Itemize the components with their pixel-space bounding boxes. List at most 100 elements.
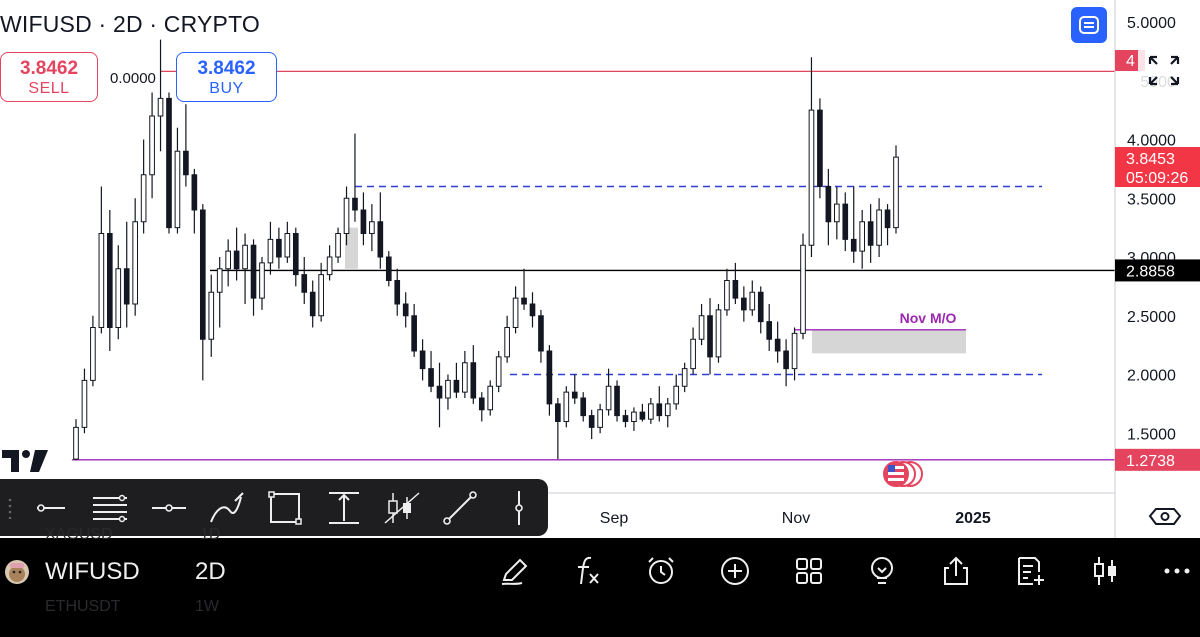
candle[interactable] xyxy=(149,92,155,199)
candle[interactable] xyxy=(783,339,789,387)
symbol-name[interactable]: WIFUSD xyxy=(45,558,140,585)
candle[interactable] xyxy=(284,221,291,263)
candle[interactable] xyxy=(664,398,671,428)
layout-toggle-button[interactable] xyxy=(1071,7,1107,43)
candle[interactable] xyxy=(470,345,477,404)
horizontal-line-tool-icon[interactable] xyxy=(32,489,70,527)
candle[interactable] xyxy=(199,204,206,381)
candle[interactable] xyxy=(233,227,240,281)
layout-grid-icon[interactable] xyxy=(792,554,826,588)
candle[interactable] xyxy=(622,409,629,428)
candle[interactable] xyxy=(259,257,265,310)
fullscreen-icon[interactable] xyxy=(1138,46,1192,94)
candle[interactable] xyxy=(495,351,502,393)
candle[interactable] xyxy=(825,168,832,246)
candle[interactable] xyxy=(673,374,680,410)
candle[interactable] xyxy=(512,286,519,334)
horizontal-lines-tool-icon[interactable] xyxy=(91,489,129,527)
candle[interactable] xyxy=(521,268,527,310)
candle[interactable] xyxy=(402,292,409,328)
brush-tool-icon[interactable] xyxy=(208,489,246,527)
candle[interactable] xyxy=(132,198,138,316)
candle[interactable] xyxy=(106,210,113,351)
candle[interactable] xyxy=(157,39,164,152)
candle[interactable] xyxy=(757,286,764,334)
indicators-fx-icon[interactable] xyxy=(571,554,605,588)
candle[interactable] xyxy=(707,298,713,375)
candle[interactable] xyxy=(884,204,891,246)
watchlist-add-icon[interactable] xyxy=(1013,554,1047,588)
candle[interactable] xyxy=(605,368,612,416)
candle[interactable] xyxy=(842,192,849,252)
candle[interactable] xyxy=(808,57,815,257)
candle[interactable] xyxy=(504,315,510,363)
ideas-lightbulb-icon[interactable] xyxy=(865,554,899,588)
ray-tool-icon[interactable] xyxy=(150,489,188,527)
candle[interactable] xyxy=(73,419,79,461)
candle[interactable] xyxy=(791,327,798,381)
candle[interactable] xyxy=(834,186,840,240)
chart-type-candles-icon[interactable] xyxy=(1088,554,1122,588)
candle[interactable] xyxy=(123,221,130,328)
candle[interactable] xyxy=(445,374,451,410)
candle[interactable] xyxy=(352,133,358,222)
candle[interactable] xyxy=(563,386,570,428)
candle[interactable] xyxy=(732,262,739,304)
candle[interactable] xyxy=(656,386,663,422)
candle[interactable] xyxy=(225,239,231,287)
trend-line-tool-icon[interactable] xyxy=(441,489,479,527)
drawing-pen-icon[interactable] xyxy=(498,554,532,588)
price-chart[interactable]: 5.00004.50004.00003.50003.00002.50002.00… xyxy=(0,0,1200,538)
more-options-icon[interactable] xyxy=(1160,554,1194,588)
timeframe-selector[interactable]: 2D xyxy=(195,558,226,585)
candle[interactable] xyxy=(555,398,561,460)
candle[interactable] xyxy=(183,104,189,187)
buy-button[interactable]: 3.8462 BUY xyxy=(176,52,277,102)
us-economic-event-icon[interactable] xyxy=(883,461,923,487)
candle[interactable] xyxy=(318,262,324,322)
add-plus-icon[interactable] xyxy=(718,554,752,588)
candle[interactable] xyxy=(571,374,578,404)
toolbar-grip-icon[interactable] xyxy=(8,497,12,519)
candle[interactable] xyxy=(766,304,773,351)
candle[interactable] xyxy=(394,268,401,316)
candle[interactable] xyxy=(774,321,781,363)
candle[interactable] xyxy=(191,168,198,234)
rectangle-tool-icon[interactable] xyxy=(266,489,304,527)
candle[interactable] xyxy=(428,351,434,393)
candle[interactable] xyxy=(580,392,587,422)
sell-button[interactable]: 3.8462 SELL xyxy=(0,52,98,102)
candle[interactable] xyxy=(292,227,299,287)
candle[interactable] xyxy=(81,368,88,434)
candle[interactable] xyxy=(859,210,866,269)
candle[interactable] xyxy=(242,233,248,305)
candle[interactable] xyxy=(309,280,316,328)
candle[interactable] xyxy=(715,304,722,363)
alert-clock-icon[interactable] xyxy=(644,554,678,588)
candle[interactable] xyxy=(411,304,417,357)
candle[interactable] xyxy=(876,198,882,257)
candle[interactable] xyxy=(631,407,637,431)
zone-box[interactable] xyxy=(812,329,966,354)
candle[interactable] xyxy=(216,257,223,328)
candle[interactable] xyxy=(98,186,105,334)
candle[interactable] xyxy=(614,380,620,422)
long-position-tool-icon[interactable] xyxy=(383,489,421,527)
candle[interactable] xyxy=(487,380,494,416)
share-icon[interactable] xyxy=(939,554,973,588)
candle[interactable] xyxy=(741,286,747,322)
candle[interactable] xyxy=(690,327,696,375)
candle[interactable] xyxy=(335,227,341,263)
candle[interactable] xyxy=(90,315,96,387)
candle[interactable] xyxy=(817,98,823,199)
candle[interactable] xyxy=(419,339,426,381)
candle[interactable] xyxy=(850,186,857,263)
candle[interactable] xyxy=(385,251,392,287)
candle[interactable] xyxy=(250,239,257,316)
candle[interactable] xyxy=(140,139,147,234)
chart-settings-icon[interactable] xyxy=(1148,508,1182,525)
candle[interactable] xyxy=(115,245,122,340)
candle[interactable] xyxy=(377,192,384,269)
candle[interactable] xyxy=(529,292,536,328)
candle[interactable] xyxy=(267,221,274,275)
